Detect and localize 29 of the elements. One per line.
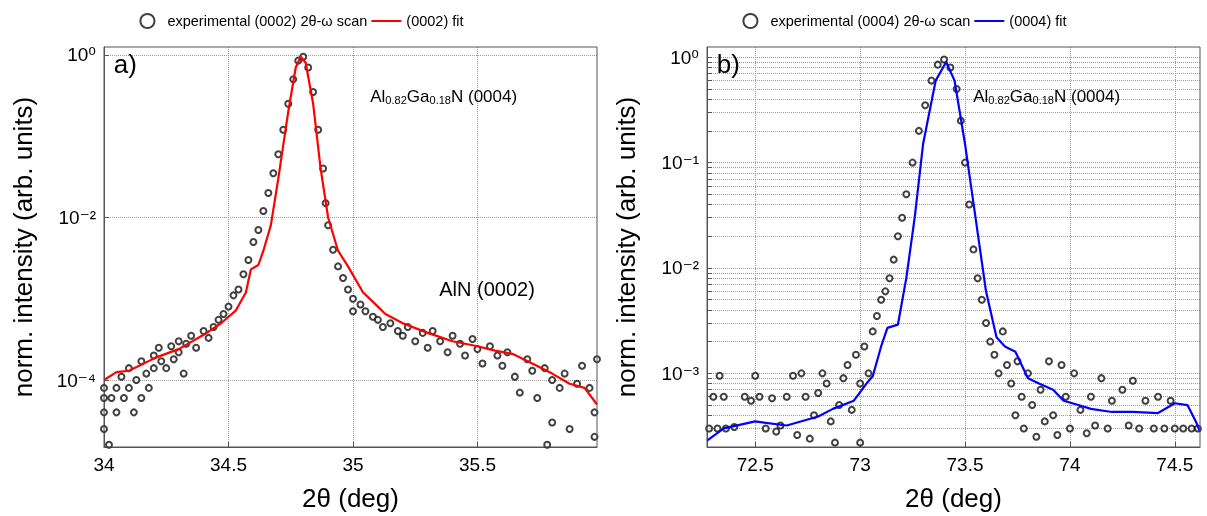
annotation: a): [113, 49, 137, 79]
x-tick-label: 34.5: [210, 454, 247, 475]
y-tick-label: 10⁰: [67, 44, 96, 66]
legend-label: experimental (0004) 2θ-ω scan: [770, 13, 971, 29]
y-tick-label: 10⁰: [670, 46, 699, 68]
y-axis-title: norm. intensity (arb. units): [8, 96, 38, 398]
x-tick-label: 34: [93, 454, 115, 475]
x-axis-title: 2θ (deg): [302, 483, 399, 513]
annotation: AlN (0002): [439, 278, 535, 300]
x-tick-label: 73.5: [946, 454, 984, 475]
y-tick-label: 10⁻⁴: [56, 369, 96, 391]
legend-label: (0002) fit: [406, 13, 464, 29]
y-tick-label: 10⁻²: [58, 206, 96, 228]
y-axis-title: norm. intensity (arb. units): [611, 96, 641, 398]
legend-label: experimental (0002) 2θ-ω scan: [167, 13, 368, 29]
x-tick-label: 35: [342, 454, 364, 475]
annotation: Al0.82Ga0.18N (0004): [973, 86, 1121, 107]
y-tick-label: 10⁻³: [661, 362, 699, 384]
x-tick-label: 74.5: [1156, 454, 1194, 475]
x-tick-label: 35.5: [458, 454, 496, 475]
legend-label: (0004) fit: [1009, 13, 1067, 29]
annotation: Al0.82Ga0.18N (0004): [370, 86, 518, 107]
x-tick-label: 73: [849, 454, 871, 475]
annotation: b): [716, 49, 740, 79]
y-tick-label: 10⁻²: [661, 257, 699, 279]
x-tick-label: 74: [1059, 454, 1081, 475]
x-tick-label: 72.5: [736, 454, 774, 475]
x-axis-title: 2θ (deg): [905, 483, 1002, 513]
y-tick-label: 10⁻¹: [661, 152, 699, 174]
